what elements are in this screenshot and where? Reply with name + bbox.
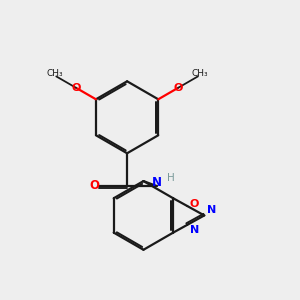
Text: N: N [152,176,161,189]
Text: O: O [173,83,183,93]
Text: CH₃: CH₃ [191,69,208,78]
Text: O: O [71,83,81,93]
Text: O: O [89,179,99,193]
Text: CH₃: CH₃ [46,69,63,78]
Text: O: O [190,199,199,209]
Text: H: H [167,173,175,183]
Text: N: N [190,225,199,235]
Text: N: N [207,205,216,214]
